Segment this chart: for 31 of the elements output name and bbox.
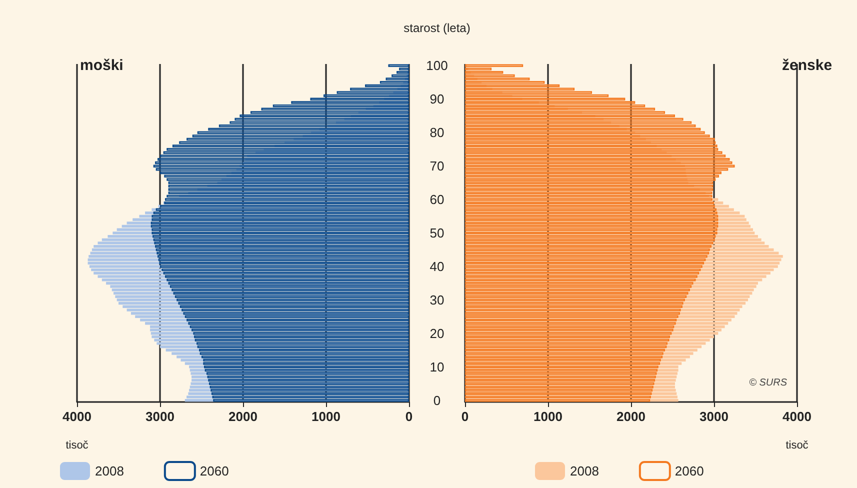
y-tick-label: 40 xyxy=(430,258,444,274)
y-tick-label: 90 xyxy=(430,92,444,107)
x-tick-label: 4000 xyxy=(62,409,92,424)
x-axis-title: tisoč xyxy=(786,440,809,452)
y-tick-label: 0 xyxy=(433,392,441,408)
legend-label: 2008 xyxy=(570,464,599,478)
y-tick-label: 20 xyxy=(430,326,444,341)
y-tick-label: 30 xyxy=(430,292,444,308)
legend-label: 2008 xyxy=(95,464,124,478)
x-tick-label: 1000 xyxy=(312,409,340,424)
chart-title: moški xyxy=(80,57,124,74)
legend-label: 2060 xyxy=(200,464,229,478)
x-tick-label: 0 xyxy=(461,409,469,424)
x-tick-label: 3000 xyxy=(700,409,728,424)
y-tick-label: 100 xyxy=(426,58,448,74)
legend-label: 2060 xyxy=(674,464,704,478)
x-tick-label: 3000 xyxy=(146,409,174,424)
x-tick-label: 1000 xyxy=(534,409,562,424)
y-tick-label: 60 xyxy=(430,192,444,208)
x-tick-label: 4000 xyxy=(782,409,812,424)
chart-title: ženske xyxy=(782,57,832,74)
y-tick-label: 10 xyxy=(430,359,444,374)
y-tick-label: 70 xyxy=(430,158,444,174)
y-tick-label: 80 xyxy=(430,125,444,140)
x-tick-label: 2000 xyxy=(616,409,646,424)
y-tick-label: 50 xyxy=(430,226,444,240)
x-tick-label: 0 xyxy=(405,409,413,424)
annotation: © SURS xyxy=(749,378,788,388)
x-axis-title: tisoč xyxy=(66,440,89,452)
x-tick-label: 2000 xyxy=(228,409,258,424)
y-axis-title: starost (leta) xyxy=(404,21,470,35)
